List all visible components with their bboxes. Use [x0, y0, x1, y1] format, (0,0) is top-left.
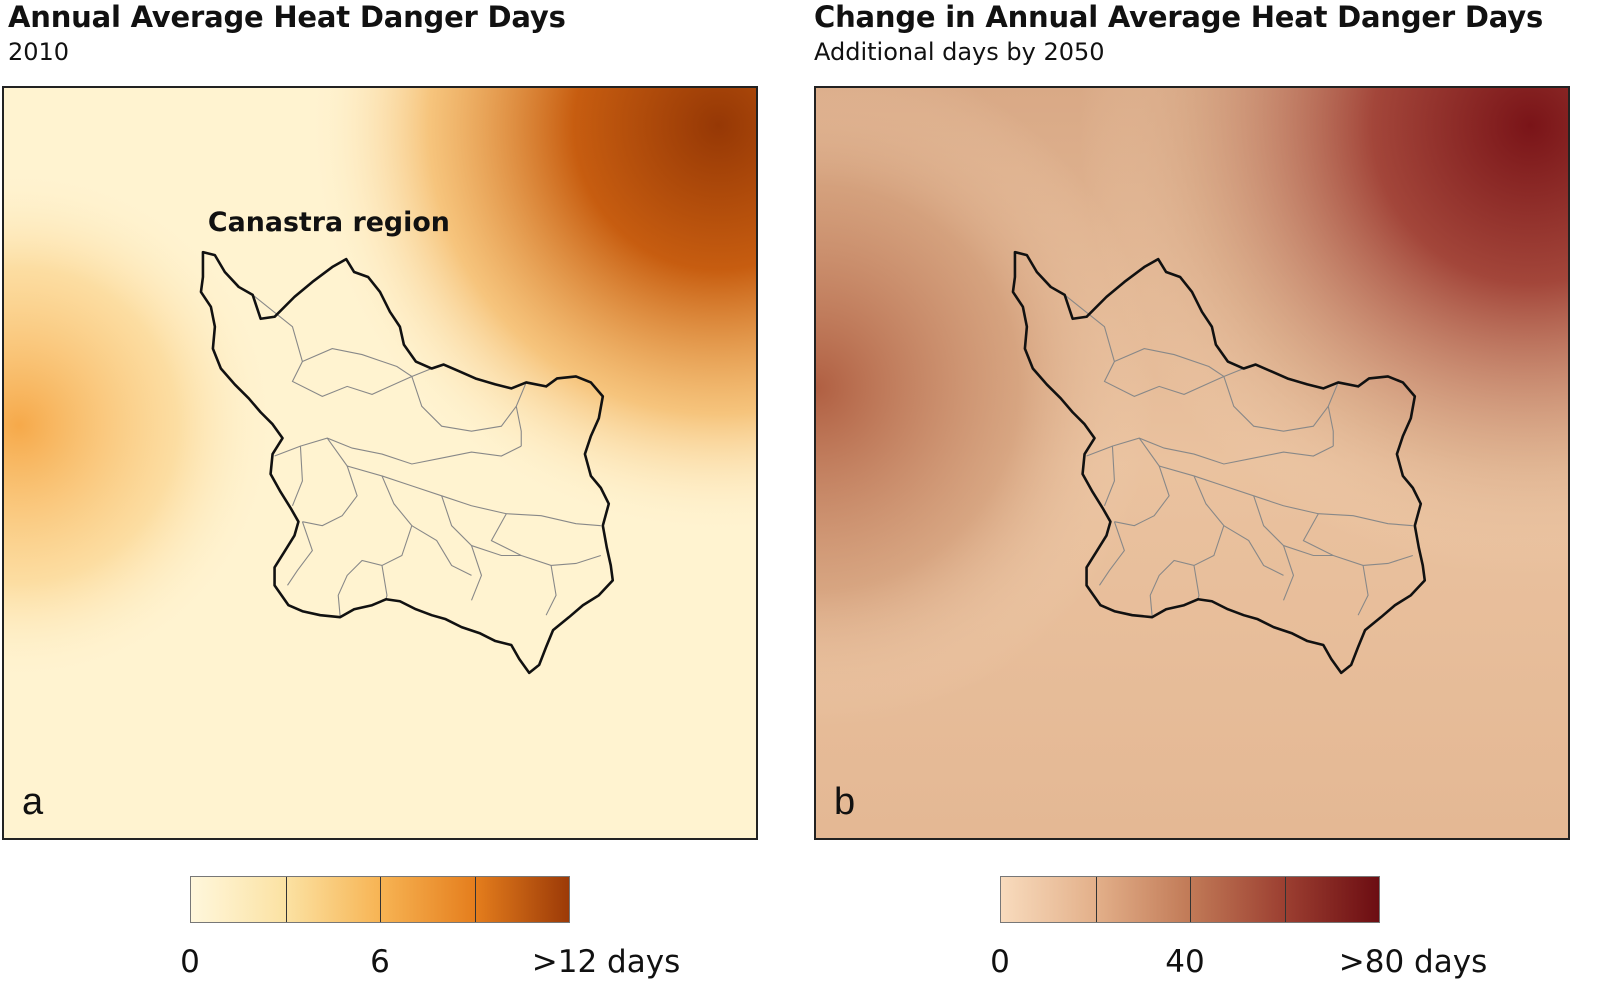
legend-divider	[380, 877, 381, 922]
canastra-region-b	[1011, 250, 1427, 675]
panel-a-title: Annual Average Heat Danger Days	[8, 0, 566, 34]
municipality-boundary	[1357, 565, 1369, 616]
region-outline	[199, 250, 615, 675]
municipality-boundary	[291, 446, 303, 506]
legend-divider	[1095, 877, 1097, 922]
legend-divider	[474, 877, 476, 922]
municipality-boundary	[545, 565, 557, 616]
legend-divider	[285, 877, 287, 922]
legend-b-tick-2: >80 days	[1338, 944, 1488, 980]
legend-divider	[1190, 877, 1191, 922]
municipality-boundary	[337, 475, 413, 618]
municipality-boundary	[1086, 437, 1334, 465]
legend-b-tick-1: 40	[1165, 944, 1205, 980]
municipality-boundary	[1193, 565, 1200, 600]
legend-a-tick-0: 0	[180, 944, 200, 980]
map-a[interactable]: Canastra region a	[2, 86, 758, 840]
legend-a-colorbar	[190, 876, 570, 923]
municipality-boundary	[302, 465, 358, 527]
legend-a-tick-2: >12 days	[531, 944, 681, 980]
municipality-boundary	[411, 376, 517, 432]
panel-b: Change in Annual Average Heat Danger Day…	[814, 0, 1588, 987]
panel-b-subtitle: Additional days by 2050	[814, 38, 1105, 66]
municipality-boundary	[1283, 545, 1334, 557]
legend-divider	[1284, 877, 1286, 922]
panel-b-letter: b	[834, 781, 856, 823]
panel-a-subtitle: 2010	[8, 38, 70, 66]
municipality-boundary	[287, 521, 313, 586]
municipality-boundary	[1223, 376, 1329, 432]
map-b[interactable]: b	[814, 86, 1570, 840]
municipality-boundary	[411, 525, 472, 576]
panel-a-letter: a	[22, 781, 44, 823]
municipality-boundary	[381, 565, 388, 600]
legend-a-tick-1: 6	[370, 944, 390, 980]
region-label: Canastra region	[208, 207, 450, 238]
municipality-boundary	[1064, 294, 1244, 397]
municipality-boundary	[515, 382, 527, 447]
municipality-boundary	[1114, 348, 1225, 377]
municipality-boundary	[1253, 495, 1295, 601]
municipality-boundary	[490, 513, 601, 567]
legend-b-colorbar	[1000, 876, 1380, 923]
municipality-boundary	[274, 437, 522, 465]
municipality-boundary	[1327, 382, 1339, 447]
municipality-boundary	[326, 437, 601, 527]
municipality-boundary	[1302, 513, 1413, 567]
canastra-region-a	[199, 250, 615, 675]
municipality-boundary	[1099, 521, 1125, 586]
municipality-boundary	[471, 545, 522, 557]
municipality-boundary	[1138, 437, 1413, 527]
municipality-boundary	[252, 294, 432, 397]
municipality-boundary	[1114, 465, 1170, 527]
municipality-boundary	[1223, 525, 1284, 576]
panel-a: Annual Average Heat Danger Days 2010	[0, 0, 760, 987]
municipality-boundary	[1149, 475, 1225, 618]
municipality-boundary	[302, 348, 413, 377]
panel-b-title: Change in Annual Average Heat Danger Day…	[814, 0, 1544, 34]
region-outline	[1011, 250, 1427, 675]
legend-b-tick-0: 0	[990, 944, 1010, 980]
municipality-boundary	[1103, 446, 1115, 506]
